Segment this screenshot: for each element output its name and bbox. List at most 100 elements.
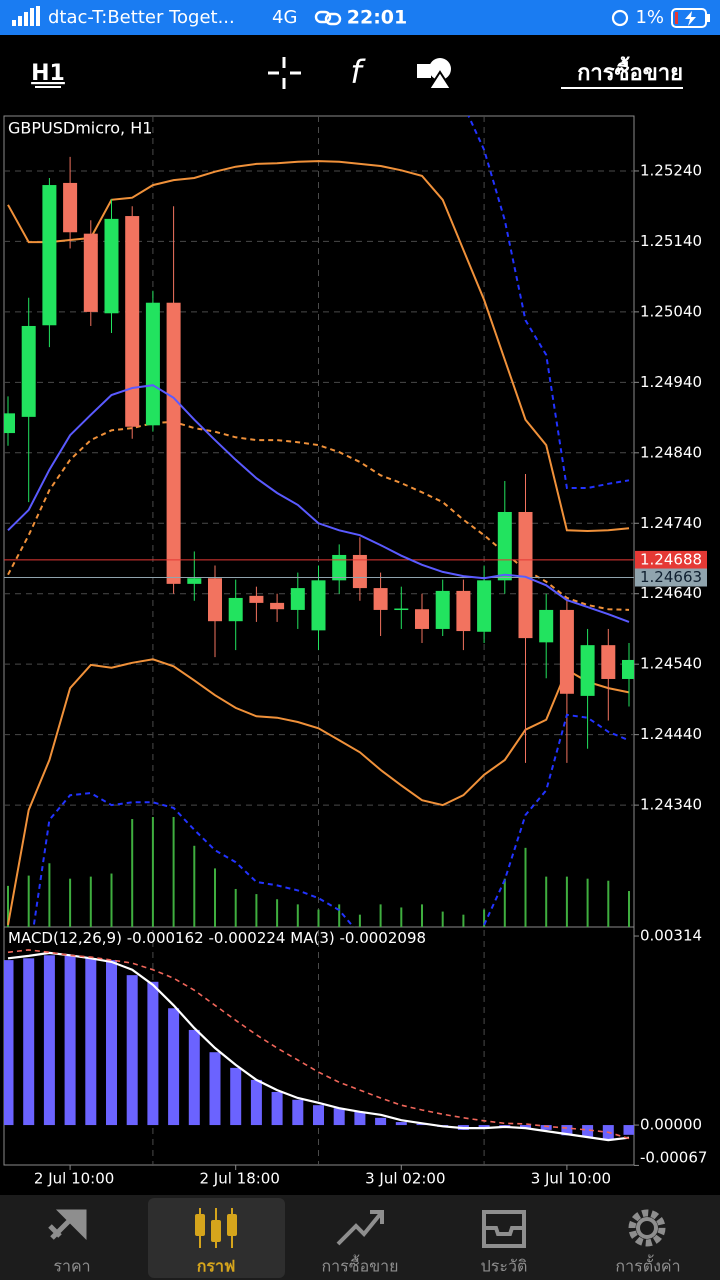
- macd-bar: [292, 1099, 304, 1126]
- volume-bar: [503, 878, 506, 927]
- crosshair-button[interactable]: [268, 57, 301, 89]
- nav-label: ประวัติ: [481, 1257, 528, 1276]
- y-tick-label: -0.00067: [640, 1149, 707, 1167]
- volume-bar: [545, 876, 548, 927]
- volume-bar: [172, 817, 175, 927]
- macd-bar: [230, 1067, 242, 1126]
- macd-bar: [250, 1079, 262, 1126]
- candle-body: [435, 590, 450, 629]
- volume-bar: [27, 875, 30, 927]
- signal-icon: [12, 6, 40, 26]
- labels: 1.25240 1.25140 1.25040 1.24940 1.24840 1.247…: [34, 161, 708, 1187]
- x-tick-label: 3 Jul 10:00: [531, 1170, 611, 1188]
- y-tick-label: 1.24440: [640, 725, 702, 743]
- candle-body: [42, 185, 57, 326]
- macd-bar: [623, 1125, 634, 1135]
- y-tick-label: 1.24640: [640, 584, 702, 602]
- nav-icon: [482, 1210, 526, 1248]
- macd-bar: [209, 1052, 221, 1126]
- battery-text: 1%: [635, 7, 664, 28]
- macd-bar: [333, 1108, 345, 1126]
- trade-button[interactable]: การซื้อขาย: [577, 56, 683, 86]
- volume-bar: [441, 911, 444, 927]
- nav-icon: [636, 1217, 658, 1239]
- price-label: 1.24663: [640, 568, 702, 586]
- candle-body: [539, 609, 554, 643]
- volume-bar: [607, 880, 610, 927]
- candle-body: [477, 580, 492, 632]
- volume-bar: [89, 876, 92, 927]
- candle-body: [125, 216, 140, 427]
- volume-bar: [7, 885, 9, 927]
- candle-body: [249, 595, 264, 603]
- nav-icon: [227, 1214, 237, 1236]
- macd-bar: [375, 1117, 387, 1126]
- volume-bar: [462, 914, 465, 927]
- candle-body: [559, 609, 574, 694]
- y-tick-label: 0.00000: [640, 1116, 702, 1134]
- volume-bar: [131, 819, 134, 927]
- clock: 22:01: [347, 7, 407, 29]
- macd-bar: [147, 981, 159, 1126]
- x-tick-label: 2 Jul 10:00: [34, 1170, 114, 1188]
- candle-body: [352, 554, 367, 589]
- candle-body: [63, 182, 78, 233]
- nav-item[interactable]: ราคา: [48, 1209, 91, 1276]
- candle-body: [104, 218, 119, 314]
- y-tick-label: 1.25140: [640, 232, 702, 250]
- volume-bar: [69, 878, 72, 927]
- candle-body: [311, 580, 326, 631]
- y-tick-label: 1.25040: [640, 302, 702, 320]
- indicator-line: [32, 713, 630, 927]
- volume-bar: [48, 863, 51, 927]
- candle-body: [601, 645, 616, 679]
- candle-body: [208, 578, 222, 622]
- indicator-line: [7, 951, 630, 1142]
- nav-label: การตั้งค่า: [615, 1255, 680, 1276]
- y-tick-label: 1.24940: [640, 373, 702, 391]
- volume-bar: [338, 904, 341, 927]
- status-bar: [0, 0, 720, 35]
- nav-item[interactable]: ประวัติ: [481, 1210, 528, 1276]
- macd-bar: [520, 1125, 531, 1129]
- price-label-box: [635, 550, 707, 569]
- volume-bar: [255, 894, 258, 927]
- macd-bar: [540, 1125, 552, 1130]
- nav-item[interactable]: การซื้อขาย: [321, 1210, 399, 1276]
- price-label-box: [635, 568, 707, 587]
- macd-signal: -0.000224: [208, 929, 285, 947]
- chart-title: GBPUSDmicro, H1: [8, 119, 152, 138]
- macd-bar: [4, 960, 14, 1126]
- volume-bar: [379, 904, 382, 927]
- macd-header: MACD(12,26,9) -0.000162 -0.000224 MA(3) …: [8, 929, 426, 947]
- nav-item[interactable]: การตั้งค่า: [615, 1209, 681, 1276]
- timeframe-button[interactable]: H1: [31, 61, 65, 86]
- y-tick-label: 1.24340: [640, 796, 702, 814]
- volume-bar: [524, 847, 527, 927]
- battery-icon: [671, 8, 710, 28]
- candle-body: [622, 659, 634, 679]
- macd-bar: [168, 1008, 180, 1126]
- macd-panel: [4, 949, 634, 1142]
- candle-body: [580, 645, 595, 696]
- volume-bar: [628, 891, 630, 927]
- objects-button[interactable]: [417, 58, 453, 90]
- macd-bar: [582, 1125, 594, 1138]
- macd-bar: [271, 1091, 283, 1126]
- volume-bar: [276, 899, 279, 927]
- macd-bar: [395, 1122, 407, 1126]
- volume-bar: [234, 888, 237, 927]
- volume-bar: [565, 876, 568, 927]
- link-icon: [314, 10, 342, 26]
- nav-items: ราคา กราฟ การซื้อขาย ประวัติ การตั้งค่า: [48, 1198, 681, 1278]
- macd-label: MACD(12,26,9) -0.000162 -0.000224 MA(3) …: [8, 929, 426, 947]
- y-tick-label: 1.24840: [640, 443, 702, 461]
- network: 4G: [272, 7, 297, 28]
- lock-icon: [611, 9, 629, 27]
- nav-label: ราคา: [53, 1257, 90, 1276]
- indicator-line: [7, 420, 630, 611]
- nav-item[interactable]: กราฟ: [148, 1198, 285, 1278]
- macd-bar: [561, 1125, 573, 1136]
